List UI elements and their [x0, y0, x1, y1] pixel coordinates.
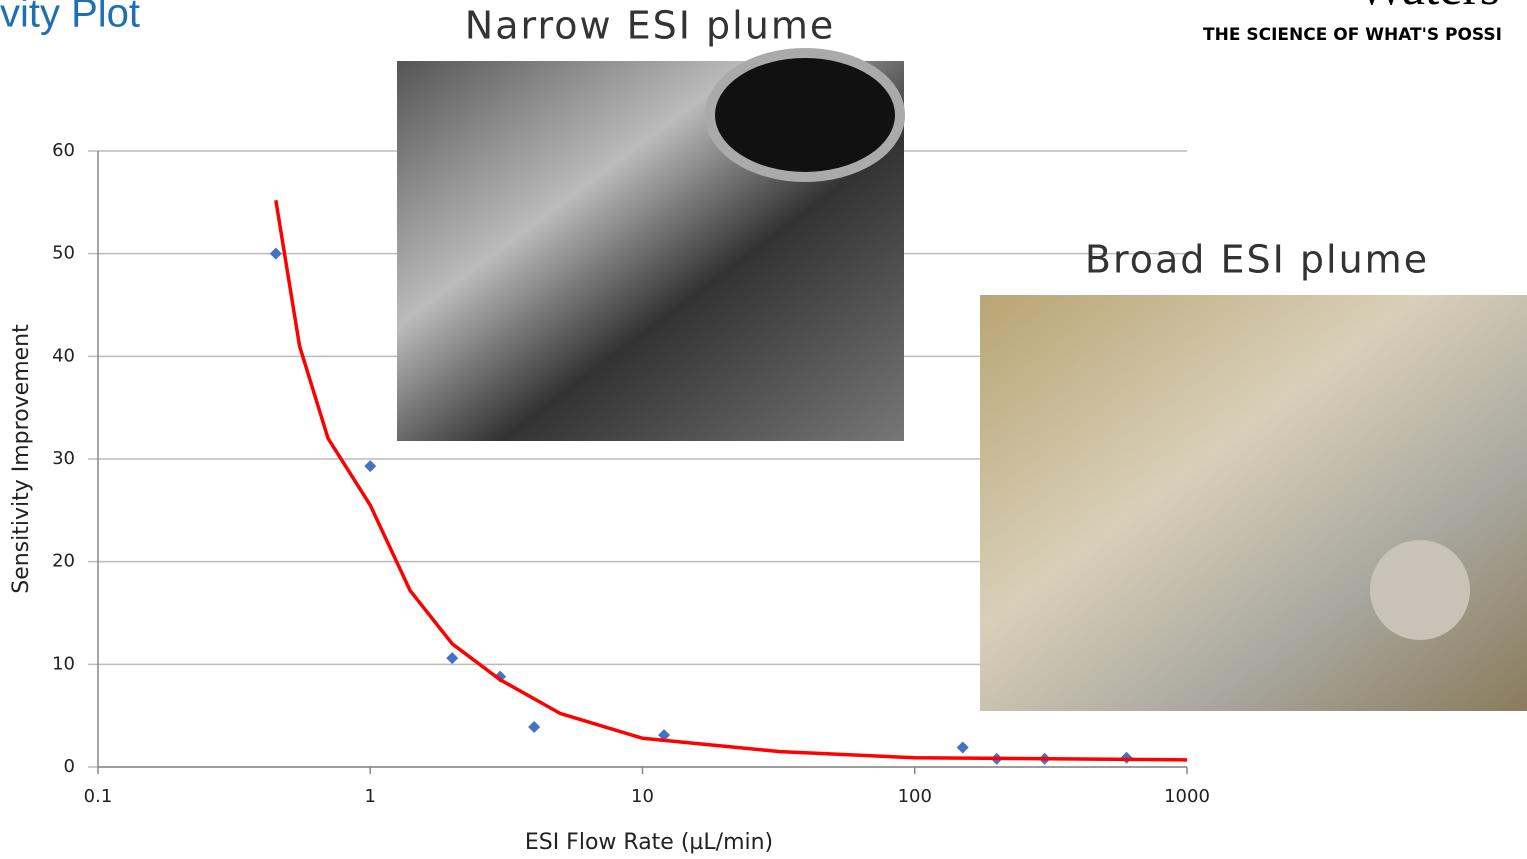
x-tick-label: 10	[631, 786, 654, 807]
y-tick-label: 20	[52, 551, 75, 572]
logo: Waters	[1357, 0, 1500, 16]
y-tick-label: 60	[52, 140, 75, 161]
image-label: Broad ESI plume	[1085, 238, 1429, 282]
data-point	[658, 729, 671, 742]
data-point	[956, 741, 969, 754]
y-tick-label: 0	[64, 756, 75, 777]
image-label: Narrow ESI plume	[465, 4, 835, 48]
data-point	[364, 460, 377, 473]
y-axis-title: Sensitivity Improvement	[9, 324, 34, 594]
y-tick-label: 40	[52, 345, 75, 366]
y-tick-label: 10	[52, 653, 75, 674]
slide-title: vity Plot	[0, 0, 140, 36]
data-point	[528, 720, 541, 733]
x-tick-label: 1000	[1164, 786, 1210, 807]
photo-detail	[1370, 540, 1470, 640]
x-tick-label: 0.1	[84, 786, 113, 807]
y-tick-label: 50	[52, 243, 75, 264]
tagline: THE SCIENCE OF WHAT'S POSSI	[1203, 25, 1502, 45]
data-point	[269, 247, 282, 260]
broad-plume-photo	[980, 295, 1527, 711]
fit-line	[274, 199, 1188, 762]
plot: 0 10 20 30 40 50 60 0.1 1 10 100 1000 ESI Flow Rate …	[9, 140, 1210, 855]
y-tick-label: 30	[52, 448, 75, 469]
x-axis-title: ESI Flow Rate (µL/min)	[525, 830, 773, 855]
x-tick-label: 1	[365, 786, 376, 807]
data-point	[446, 652, 459, 665]
x-tick-label: 100	[898, 786, 932, 807]
photo-detail	[705, 48, 905, 182]
